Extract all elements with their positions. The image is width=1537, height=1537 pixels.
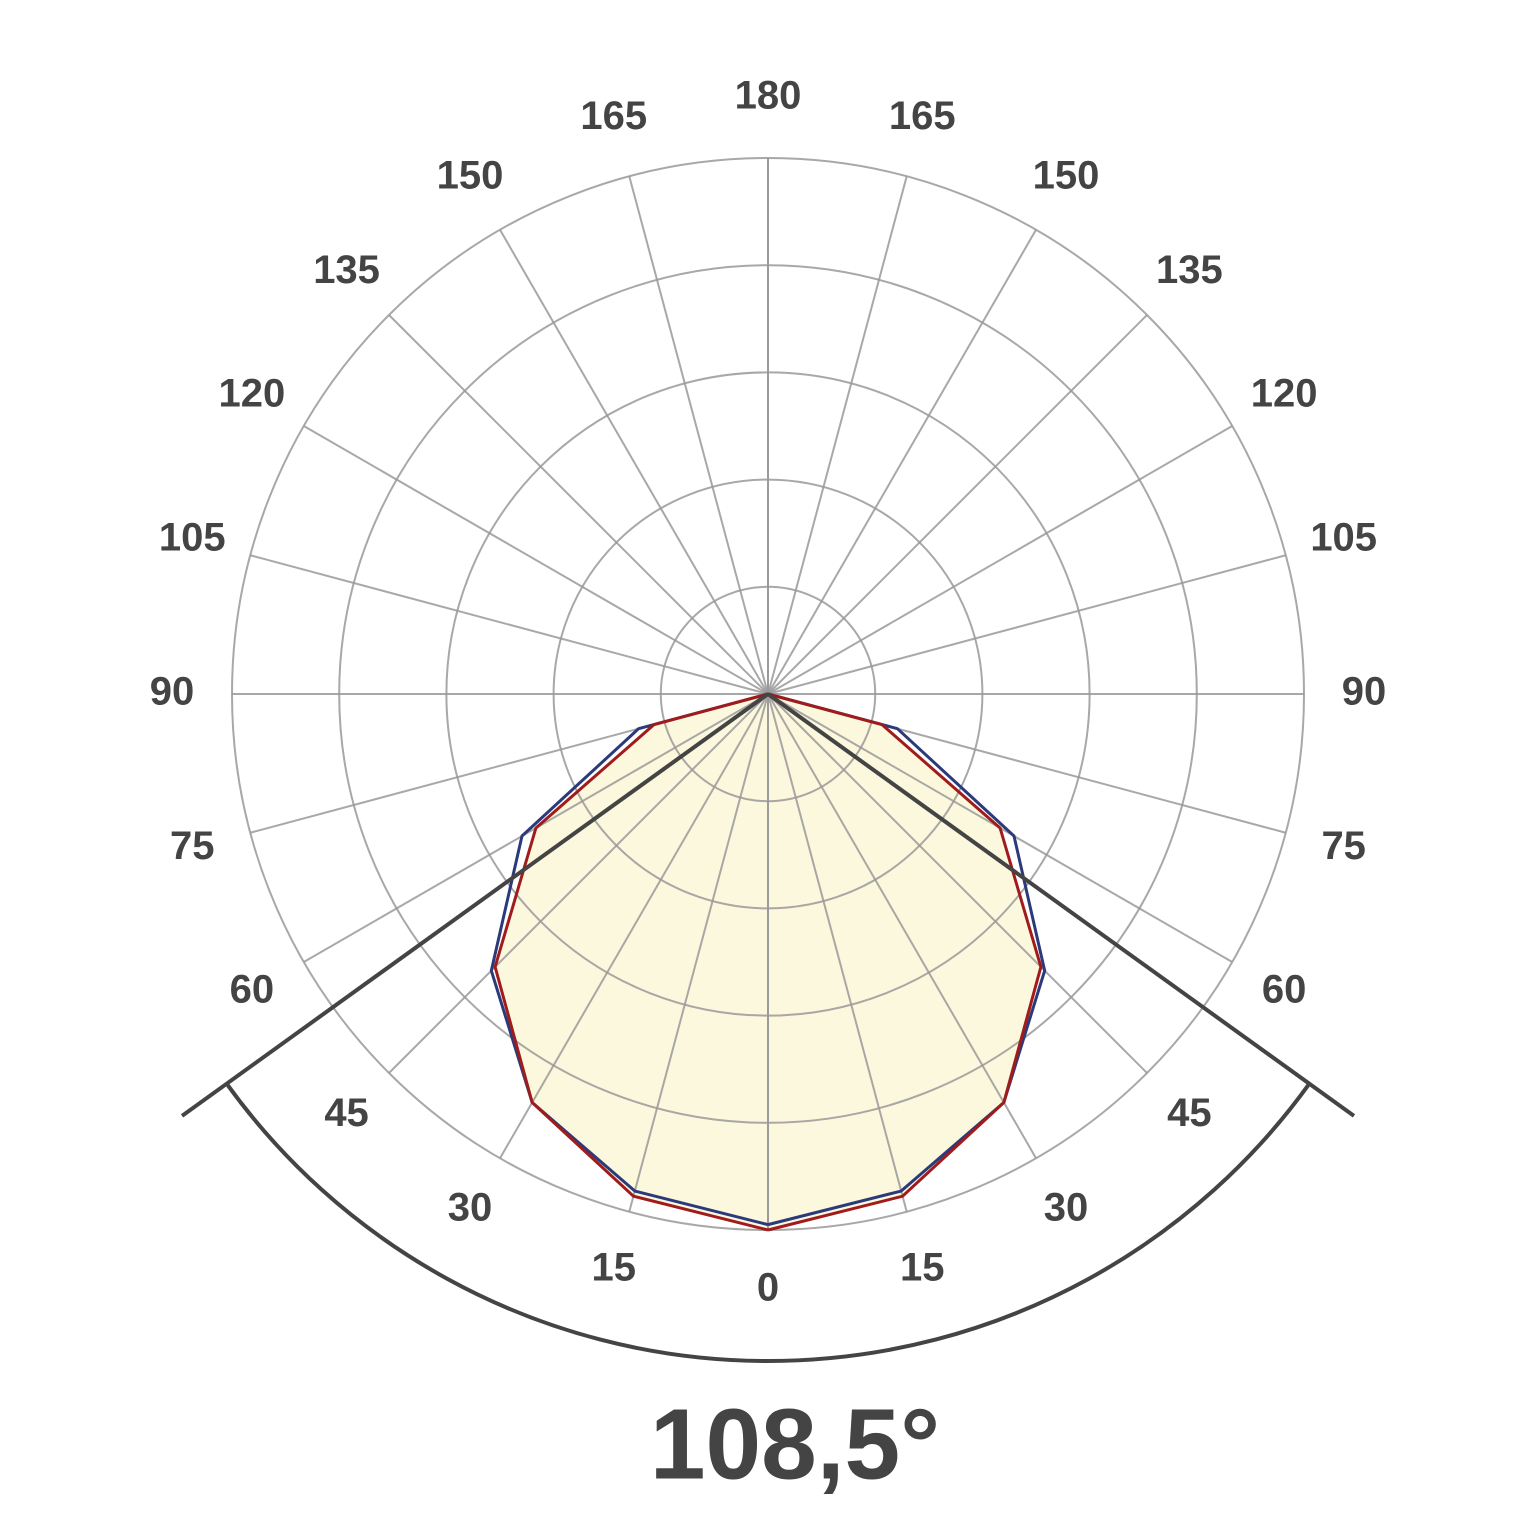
angle-tick-label: 90 xyxy=(150,670,195,714)
angle-tick-label: 30 xyxy=(1044,1186,1089,1230)
angle-tick-label: 135 xyxy=(1156,248,1223,292)
grid-spoke xyxy=(767,176,908,695)
grid-spoke xyxy=(628,176,769,695)
angle-tick-label: 150 xyxy=(437,153,504,197)
grid-spoke xyxy=(388,693,769,1074)
angle-tick-label: 30 xyxy=(448,1186,493,1230)
angle-tick-label: 120 xyxy=(218,372,285,416)
grid-spoke xyxy=(250,554,769,695)
angle-tick-label: 120 xyxy=(1251,372,1318,416)
beam-label: 108,5° xyxy=(650,1388,940,1500)
grid-spoke xyxy=(499,693,769,1159)
angle-tick-label: 105 xyxy=(1310,515,1377,559)
angle-tick-label: 75 xyxy=(170,824,215,868)
angle-tick-label: 150 xyxy=(1033,153,1100,197)
curve xyxy=(489,692,769,1227)
angle-tick-label: 165 xyxy=(889,94,956,138)
beam-line xyxy=(766,692,1356,1118)
angle-tick-label: 165 xyxy=(580,94,647,138)
angle-tick-label: 15 xyxy=(900,1245,945,1289)
grid-spoke xyxy=(499,229,769,695)
grid-spoke xyxy=(767,693,1148,1074)
angle-tick-label: 15 xyxy=(591,1245,636,1289)
grid-spoke xyxy=(303,425,769,695)
angle-tick-label: 90 xyxy=(1342,670,1387,714)
angle-tick-label: 105 xyxy=(159,515,226,559)
angle-tick-label: 45 xyxy=(324,1091,369,1135)
grid-spoke xyxy=(388,314,769,695)
angle-tick-label: 60 xyxy=(1262,968,1307,1012)
angle-tick-label: 0 xyxy=(757,1266,779,1310)
grid-spoke xyxy=(767,693,908,1212)
curve xyxy=(767,692,1043,1232)
angle-tick-label: 135 xyxy=(313,248,380,292)
angle-tick-label: 45 xyxy=(1167,1091,1212,1135)
grid-spoke xyxy=(767,425,1233,695)
angle-tick-label: 180 xyxy=(735,74,802,118)
grid-spoke xyxy=(767,693,1037,1159)
angle-tick-label: 75 xyxy=(1321,824,1366,868)
beam-arc xyxy=(225,1082,1311,1363)
beam-line xyxy=(180,692,770,1118)
grid-spoke xyxy=(767,229,1037,695)
angle-tick-label: 60 xyxy=(230,968,275,1012)
grid-spoke xyxy=(767,554,1286,695)
grid-spoke xyxy=(628,693,769,1212)
grid-spoke xyxy=(767,314,1148,695)
curve xyxy=(493,692,769,1232)
curve xyxy=(767,692,1047,1227)
